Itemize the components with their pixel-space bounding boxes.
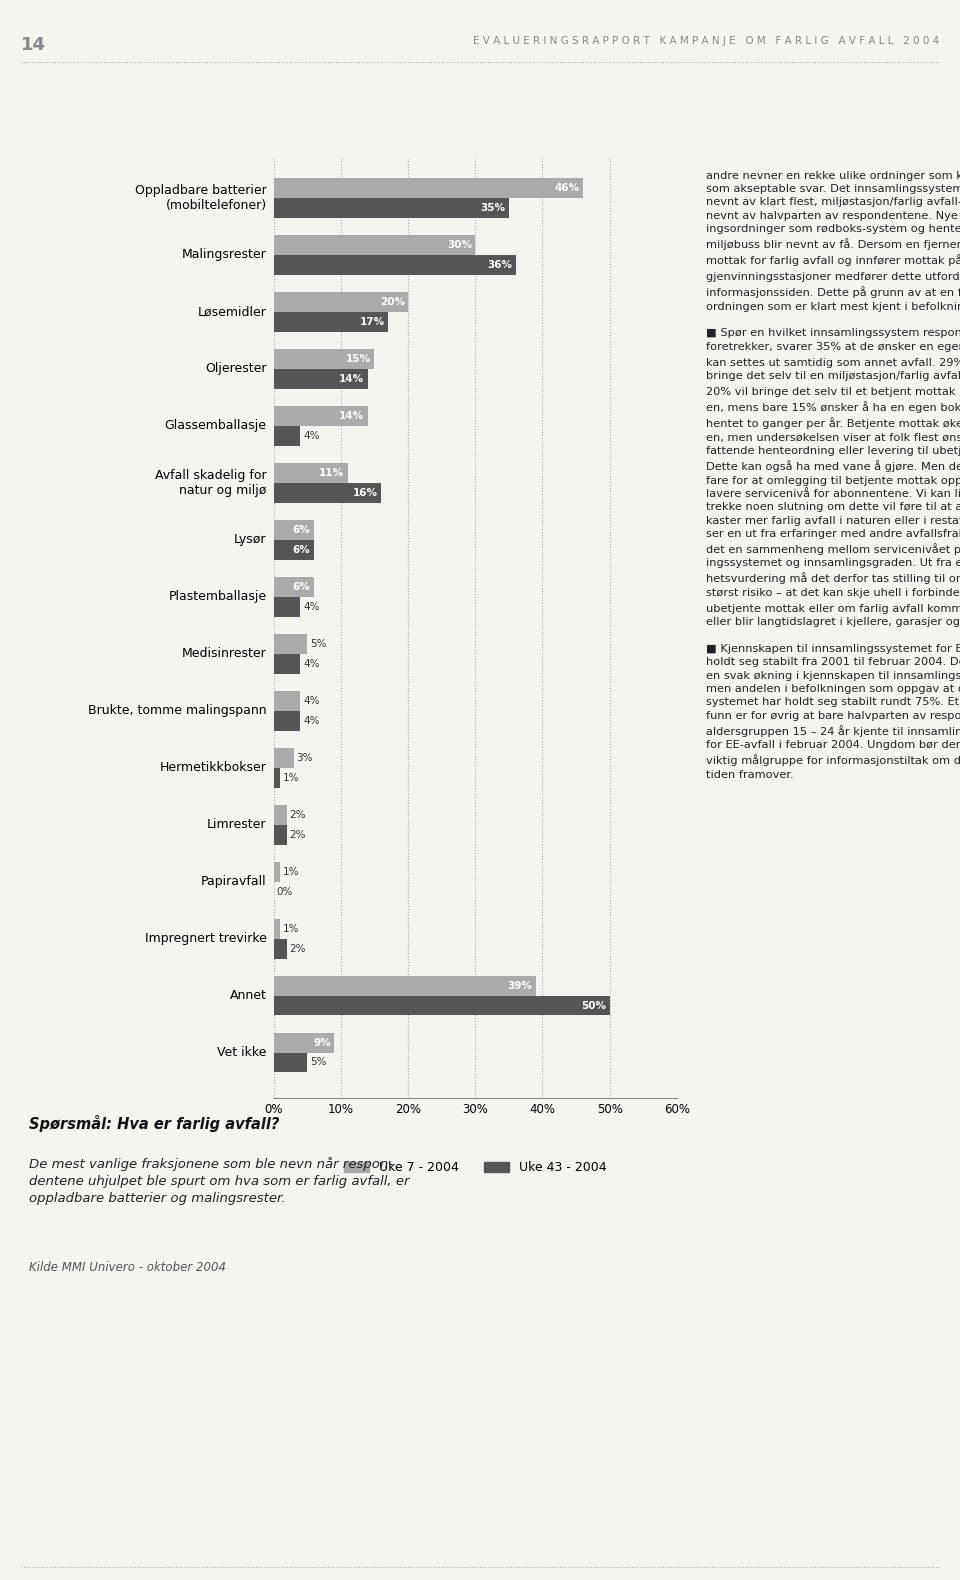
- Bar: [274, 654, 300, 673]
- Text: andre nevner en rekke ulike ordninger som kan tolkes
som akseptable svar. Det in: andre nevner en rekke ulike ordninger so…: [706, 171, 960, 779]
- Text: 6%: 6%: [293, 581, 310, 592]
- Text: 4%: 4%: [303, 716, 320, 725]
- Text: 5%: 5%: [310, 1057, 326, 1068]
- Text: 1%: 1%: [283, 773, 300, 782]
- Bar: [274, 406, 368, 425]
- Text: 2%: 2%: [290, 943, 306, 954]
- Bar: [274, 804, 287, 825]
- Bar: [274, 463, 348, 483]
- Bar: [274, 1033, 334, 1052]
- Bar: [274, 861, 280, 882]
- Text: 14: 14: [21, 36, 46, 54]
- Bar: [274, 311, 388, 332]
- Text: 30%: 30%: [446, 240, 471, 250]
- Bar: [274, 918, 280, 939]
- Bar: [274, 425, 300, 446]
- Text: Spørsmål: Hva er farlig avfall?: Spørsmål: Hva er farlig avfall?: [29, 1115, 279, 1133]
- Text: 35%: 35%: [480, 202, 505, 213]
- Bar: [274, 540, 314, 559]
- Bar: [274, 349, 374, 368]
- Text: De mest vanlige fraksjonene som ble nevn når respon-
dentene uhjulpet ble spurt : De mest vanlige fraksjonene som ble nevn…: [29, 1157, 409, 1204]
- Text: E V A L U E R I N G S R A P P O R T   K A M P A N J E   O M   F A R L I G   A V : E V A L U E R I N G S R A P P O R T K A …: [472, 36, 939, 46]
- Text: 15%: 15%: [346, 354, 371, 363]
- Text: 0%: 0%: [276, 886, 293, 896]
- Bar: [274, 597, 300, 616]
- Text: 11%: 11%: [319, 468, 344, 477]
- Text: 2%: 2%: [290, 809, 306, 820]
- Bar: [274, 520, 314, 540]
- Text: 4%: 4%: [303, 602, 320, 611]
- Text: 17%: 17%: [359, 318, 384, 327]
- Bar: [274, 747, 294, 768]
- Bar: [274, 198, 509, 218]
- Text: 4%: 4%: [303, 695, 320, 706]
- Bar: [274, 711, 300, 730]
- Text: Kilde MMI Univero - oktober 2004: Kilde MMI Univero - oktober 2004: [29, 1261, 226, 1273]
- Bar: [274, 254, 516, 275]
- Bar: [274, 825, 287, 845]
- Bar: [274, 368, 368, 389]
- Bar: [274, 939, 287, 959]
- Bar: [274, 634, 307, 654]
- Text: 4%: 4%: [303, 659, 320, 668]
- Text: 14%: 14%: [339, 411, 364, 420]
- Text: 6%: 6%: [293, 545, 310, 555]
- Bar: [274, 995, 610, 1016]
- Bar: [274, 577, 314, 597]
- Text: 39%: 39%: [508, 981, 532, 991]
- Bar: [274, 975, 536, 995]
- Legend: Uke 7 - 2004, Uke 43 - 2004: Uke 7 - 2004, Uke 43 - 2004: [339, 1157, 612, 1179]
- Text: 4%: 4%: [303, 431, 320, 441]
- Text: 16%: 16%: [352, 488, 377, 498]
- Bar: [274, 483, 381, 502]
- Text: 2%: 2%: [290, 830, 306, 839]
- Text: 1%: 1%: [283, 924, 300, 934]
- Bar: [274, 235, 475, 254]
- Bar: [274, 768, 280, 787]
- Text: 3%: 3%: [297, 752, 313, 763]
- Text: 14%: 14%: [339, 374, 364, 384]
- Bar: [274, 690, 300, 711]
- Bar: [274, 292, 408, 311]
- Text: 5%: 5%: [310, 638, 326, 649]
- Text: 36%: 36%: [487, 259, 513, 270]
- Text: 1%: 1%: [283, 866, 300, 877]
- Text: 9%: 9%: [313, 1038, 330, 1048]
- Bar: [274, 179, 583, 198]
- Text: 46%: 46%: [554, 183, 579, 193]
- Text: 6%: 6%: [293, 525, 310, 534]
- Text: 50%: 50%: [581, 1000, 607, 1011]
- Text: 20%: 20%: [379, 297, 405, 307]
- Bar: [274, 1052, 307, 1073]
